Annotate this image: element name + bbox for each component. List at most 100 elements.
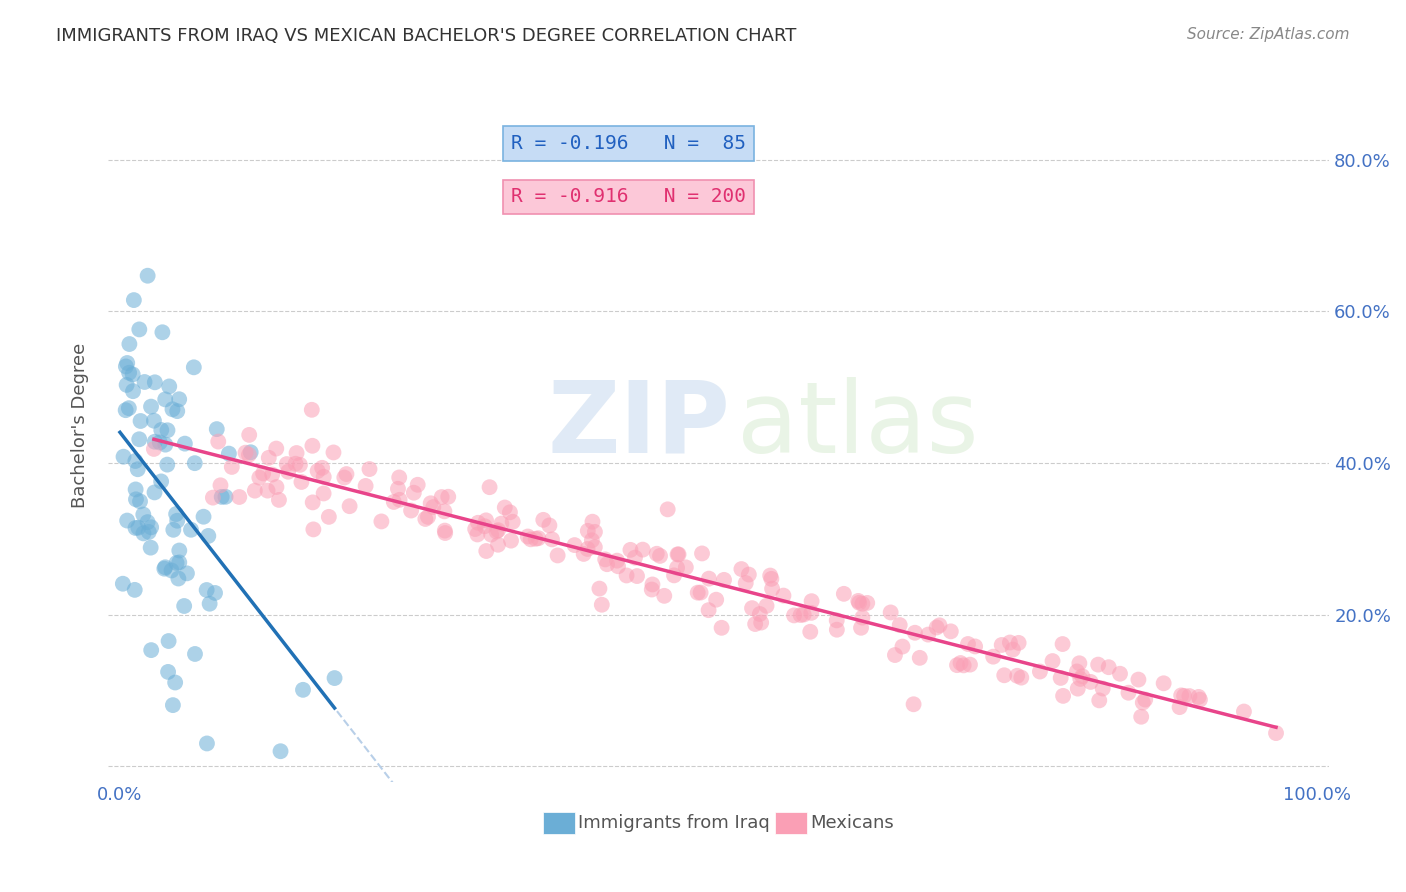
- Point: [959, 657, 981, 672]
- Point: [1098, 660, 1121, 674]
- Point: [132, 526, 155, 541]
- Point: [176, 566, 198, 581]
- Point: [704, 592, 727, 607]
- Point: [1080, 674, 1102, 689]
- Point: [475, 513, 498, 527]
- Point: [825, 613, 848, 627]
- Point: [478, 480, 501, 494]
- Point: [142, 442, 165, 456]
- Point: [1091, 681, 1114, 696]
- Text: R = -0.196   N =  85: R = -0.196 N = 85: [510, 134, 747, 153]
- Point: [588, 582, 610, 596]
- Point: [928, 618, 950, 632]
- Point: [668, 548, 690, 562]
- Point: [1069, 672, 1091, 686]
- Point: [228, 490, 250, 504]
- Point: [607, 559, 630, 574]
- Point: [761, 572, 783, 586]
- Point: [846, 594, 869, 608]
- Point: [744, 617, 766, 632]
- Point: [1071, 669, 1094, 683]
- Point: [1005, 669, 1028, 683]
- Point: [318, 509, 340, 524]
- Point: [741, 601, 763, 615]
- Point: [195, 736, 218, 750]
- Point: [262, 467, 284, 482]
- Point: [581, 515, 603, 529]
- Text: ZIP: ZIP: [548, 376, 731, 474]
- Point: [1130, 710, 1153, 724]
- Point: [127, 521, 149, 535]
- Point: [759, 568, 782, 582]
- Point: [848, 596, 870, 610]
- Point: [162, 698, 184, 713]
- Point: [266, 480, 288, 494]
- Point: [238, 428, 260, 442]
- Point: [502, 515, 524, 529]
- Point: [402, 485, 425, 500]
- Point: [169, 555, 191, 569]
- Point: [150, 475, 173, 489]
- Point: [111, 576, 134, 591]
- Point: [1265, 726, 1288, 740]
- Point: [288, 458, 311, 472]
- Point: [755, 599, 778, 613]
- Point: [184, 647, 207, 661]
- Point: [290, 475, 312, 489]
- FancyBboxPatch shape: [543, 812, 575, 834]
- Point: [710, 621, 733, 635]
- Point: [1168, 700, 1191, 714]
- Point: [406, 477, 429, 491]
- Point: [422, 500, 444, 514]
- Point: [624, 550, 647, 565]
- Point: [204, 586, 226, 600]
- Point: [1010, 671, 1032, 685]
- Point: [1170, 689, 1192, 703]
- Point: [129, 494, 152, 508]
- Point: [173, 436, 195, 450]
- Point: [160, 564, 183, 578]
- Point: [1233, 705, 1256, 719]
- Text: Mexicans: Mexicans: [810, 814, 894, 832]
- Point: [277, 465, 299, 479]
- Point: [307, 464, 329, 478]
- Point: [173, 599, 195, 613]
- Point: [1118, 686, 1140, 700]
- Point: [581, 533, 603, 548]
- Point: [118, 337, 141, 351]
- Point: [115, 377, 138, 392]
- Point: [1173, 689, 1195, 703]
- Point: [657, 502, 679, 516]
- Point: [1109, 666, 1132, 681]
- Point: [276, 457, 298, 471]
- Point: [433, 524, 456, 538]
- Point: [1088, 693, 1111, 707]
- Point: [1188, 692, 1211, 706]
- Point: [564, 538, 586, 552]
- Point: [136, 268, 159, 283]
- Point: [207, 434, 229, 449]
- Point: [686, 585, 709, 599]
- Point: [641, 577, 664, 591]
- Point: [956, 637, 979, 651]
- Point: [1042, 654, 1064, 668]
- Point: [616, 568, 638, 582]
- Point: [124, 454, 146, 468]
- Point: [267, 492, 290, 507]
- Point: [793, 607, 815, 622]
- Point: [114, 403, 136, 417]
- Point: [904, 625, 927, 640]
- Point: [169, 543, 191, 558]
- Point: [139, 541, 162, 555]
- Point: [939, 624, 962, 639]
- Point: [666, 561, 689, 575]
- Point: [388, 492, 411, 507]
- Point: [734, 576, 756, 591]
- Point: [301, 495, 323, 509]
- Point: [112, 450, 135, 464]
- Point: [143, 485, 166, 500]
- Point: [157, 379, 180, 393]
- Point: [1007, 636, 1029, 650]
- Point: [162, 523, 184, 537]
- Point: [730, 562, 752, 576]
